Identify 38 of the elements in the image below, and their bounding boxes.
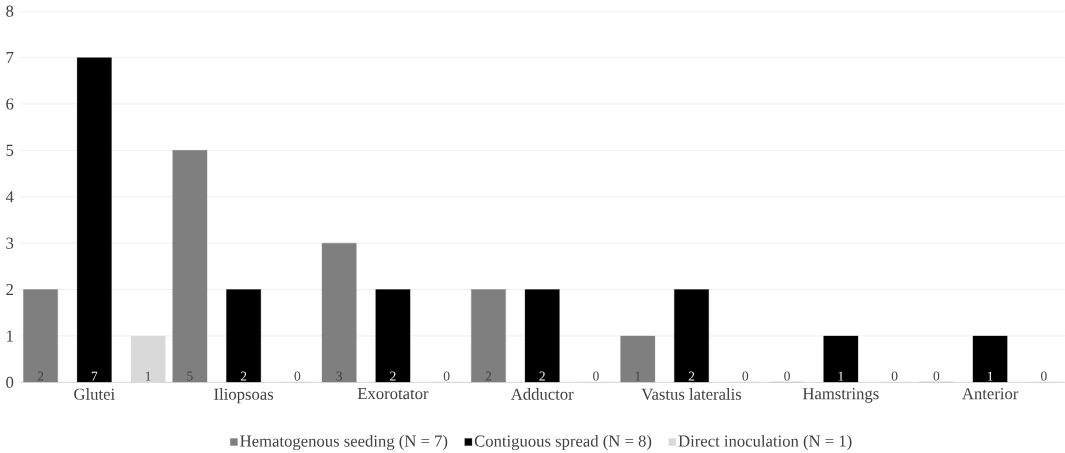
x-tick-label: Iliopsoas — [214, 388, 274, 404]
x-tick-label: Exorotator — [357, 388, 429, 400]
y-tick-label: 0 — [6, 376, 14, 388]
data-label: 0 — [443, 371, 450, 381]
data-label: 0 — [593, 371, 599, 381]
y-tick-label: 8 — [6, 5, 14, 17]
x-tick-label: Anterior — [962, 388, 1019, 400]
y-tick-label: 7 — [6, 52, 14, 63]
y-tick-label: 4 — [5, 191, 14, 203]
data-label: 0 — [294, 371, 301, 381]
data-label: 1 — [987, 371, 993, 381]
data-label: 0 — [933, 371, 940, 381]
data-label: 0 — [1041, 371, 1047, 381]
data-label: 3 — [336, 371, 343, 381]
x-tick-label: Glutei — [74, 388, 115, 400]
data-label: 2 — [240, 371, 247, 381]
data-label: 1 — [145, 371, 151, 381]
legend-label: Contiguous spread (N = 8) — [474, 434, 652, 451]
legend-label: Direct inoculation (N = 1) — [678, 434, 852, 450]
y-tick-label: 1 — [7, 330, 13, 342]
data-label: 0 — [784, 371, 790, 381]
legend-label: Hematogenous seeding (N = 7) — [240, 434, 448, 451]
x-tick-label: Adductor — [510, 388, 574, 400]
data-label: 2 — [539, 371, 545, 381]
data-label: 2 — [485, 371, 492, 381]
data-label: 0 — [742, 371, 749, 381]
x-tick-label: Vastus lateralis — [641, 388, 742, 400]
y-tick-label: 3 — [6, 237, 14, 249]
data-label: 1 — [838, 371, 844, 381]
data-label: 2 — [390, 371, 396, 381]
y-tick-label: 2 — [6, 283, 13, 295]
data-label: 2 — [37, 371, 44, 381]
data-label: 7 — [91, 371, 98, 381]
y-tick-label: 6 — [6, 98, 14, 110]
x-tick-label: Hamstrings — [802, 388, 879, 403]
data-label: 0 — [891, 371, 898, 381]
y-tick-label: 5 — [6, 144, 14, 156]
data-label: 2 — [688, 371, 695, 381]
